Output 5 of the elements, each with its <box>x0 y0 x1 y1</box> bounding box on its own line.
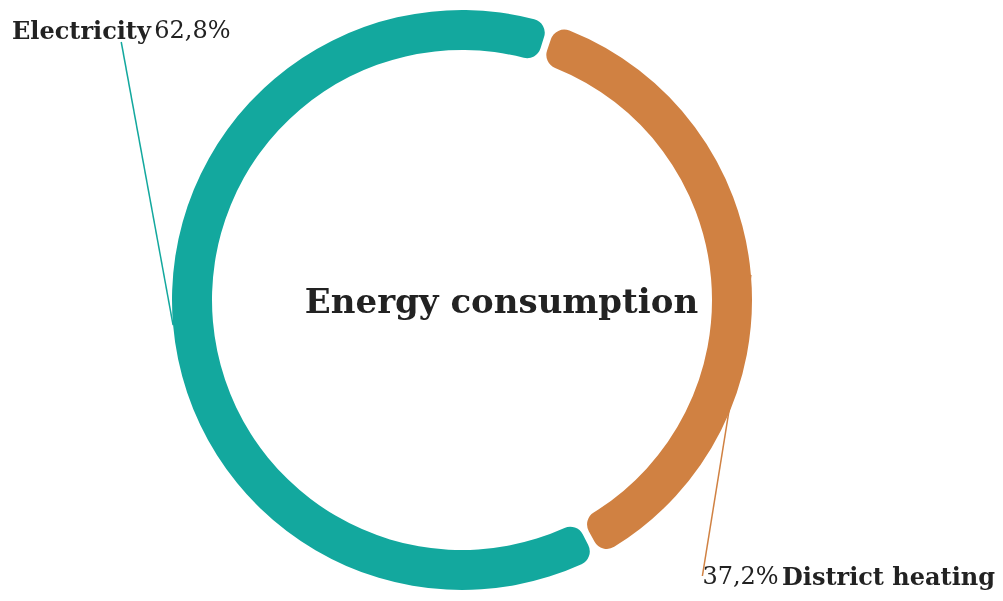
data-label: 62,8% <box>154 16 231 44</box>
slice-label: Electricity <box>12 15 152 45</box>
data-label: 37,2% <box>702 562 779 590</box>
text: Energy consumption <box>304 280 699 321</box>
slice-label: District heating <box>781 561 996 591</box>
